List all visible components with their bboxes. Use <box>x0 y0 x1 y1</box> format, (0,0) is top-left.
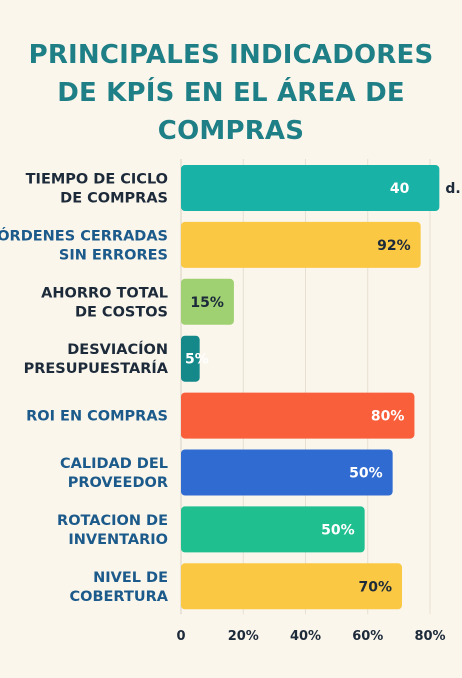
bar <box>181 563 402 610</box>
category-label-line: SIN ERRORES <box>59 247 168 263</box>
bar <box>181 506 365 553</box>
value-label: 50% <box>321 522 355 538</box>
category-label: DESVIACÍON PRESUPUESTARÍA <box>24 341 169 377</box>
category-label: NIVEL DE COBERTURA <box>70 570 169 605</box>
bar <box>181 165 440 211</box>
category-label-line: CALIDAD DEL <box>60 456 168 472</box>
value-label: 40 <box>390 181 410 197</box>
category-label: ROI EN COMPRAS <box>26 409 168 425</box>
bar <box>181 278 234 325</box>
value-label: 80% <box>371 409 405 425</box>
x-tick-label: 20% <box>228 629 259 644</box>
category-label-line: COBERTURA <box>70 589 169 605</box>
category-label-line: AHORRO TOTAL <box>41 285 168 301</box>
category-label-line: PROVEEDOR <box>68 475 168 491</box>
chart-title-line-1: PRINCIPALES INDICADORES <box>28 40 434 70</box>
value-label: 15% <box>190 295 224 311</box>
x-tick-label: 0 <box>176 629 185 644</box>
bar <box>181 392 415 439</box>
bar <box>181 335 200 382</box>
value-label: 50% <box>349 466 383 482</box>
bar <box>181 449 393 496</box>
category-label: ÓRDENES CERRADAS SIN ERRORES <box>0 226 168 263</box>
category-label-line: ROI EN COMPRAS <box>26 409 168 425</box>
x-tick-label: 60% <box>352 629 383 644</box>
category-label-line: INVENTARIO <box>68 532 168 548</box>
category-label-line: DE COMPRAS <box>60 191 168 207</box>
x-tick-label: 40% <box>290 629 321 644</box>
category-label-line: NIVEL DE <box>93 570 168 586</box>
category-label: TIEMPO DE CICLO DE COMPRAS <box>26 172 168 207</box>
value-label-unit: d. <box>445 181 460 197</box>
chart-title-line-2: DE KPÍS EN EL ÁREA DE COMPRAS <box>57 78 405 146</box>
category-label-line: DE COSTOS <box>75 304 168 320</box>
category-label-line: PRESUPUESTARÍA <box>24 360 169 377</box>
bar <box>181 221 421 268</box>
category-label: ROTACION DE INVENTARIO <box>57 513 168 548</box>
category-label-line: ÓRDENES CERRADAS <box>0 226 168 244</box>
value-label: 5% <box>185 352 209 368</box>
value-label: 70% <box>358 579 392 595</box>
x-tick-label: 80% <box>414 629 445 644</box>
chart-title: PRINCIPALES INDICADORES DE KPÍS EN EL ÁR… <box>0 36 462 150</box>
value-label: 92% <box>377 238 411 254</box>
category-label-line: TIEMPO DE CICLO <box>26 172 168 188</box>
category-label-line: DESVIACÍON <box>67 341 168 358</box>
category-label: AHORRO TOTAL DE COSTOS <box>41 285 168 320</box>
category-label: CALIDAD DEL PROVEEDOR <box>60 456 168 491</box>
category-label-line: ROTACION DE <box>57 513 168 529</box>
